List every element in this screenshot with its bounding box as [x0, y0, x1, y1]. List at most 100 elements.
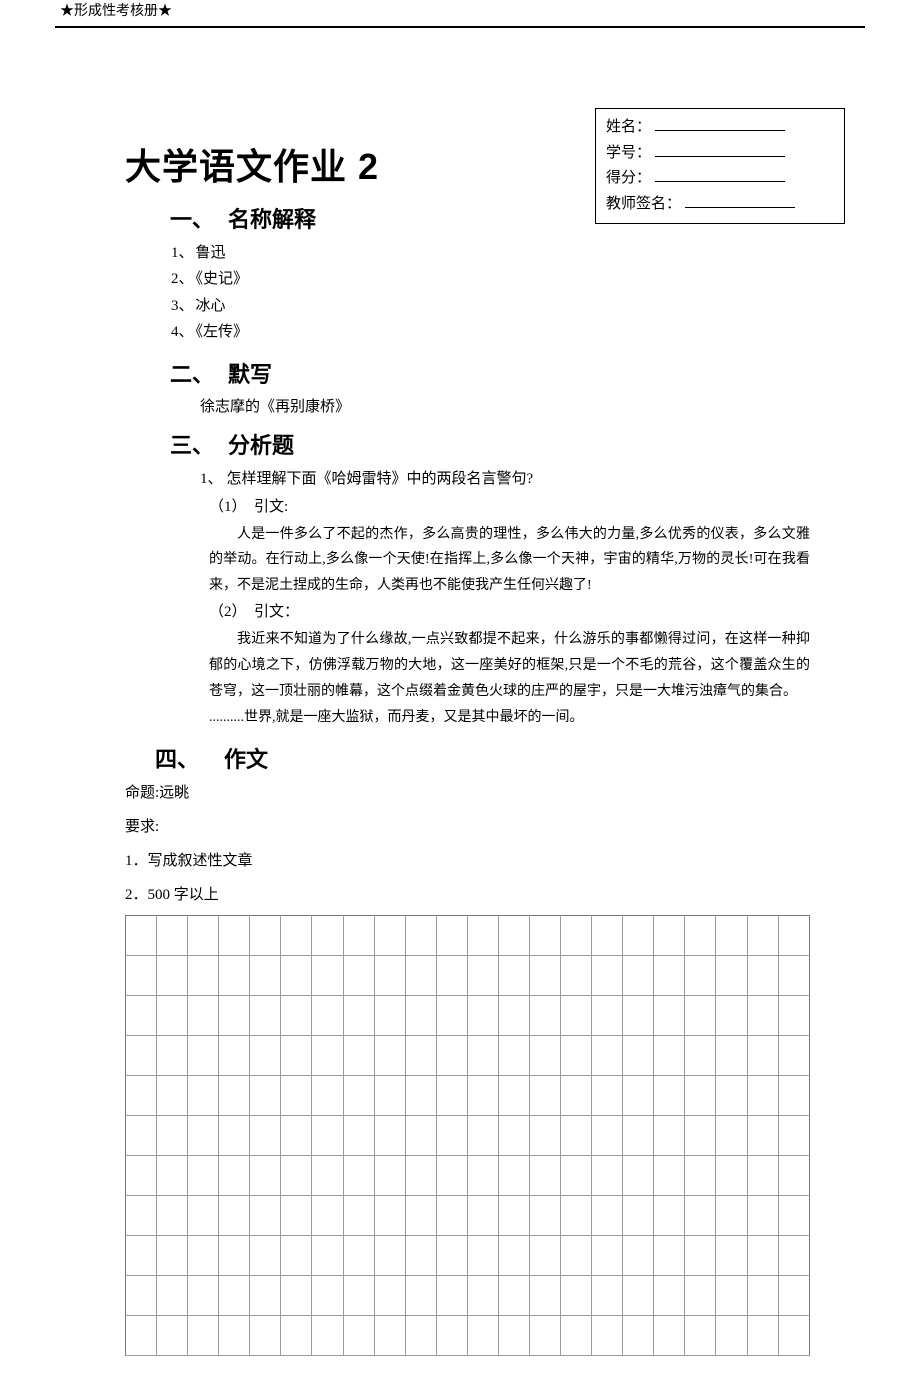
writing-cell[interactable] [281, 1276, 312, 1316]
writing-cell[interactable] [654, 1036, 685, 1076]
writing-cell[interactable] [467, 1036, 498, 1076]
writing-cell[interactable] [530, 1196, 561, 1236]
writing-cell[interactable] [467, 956, 498, 996]
writing-cell[interactable] [716, 1276, 747, 1316]
writing-cell[interactable] [312, 956, 343, 996]
writing-cell[interactable] [654, 1196, 685, 1236]
writing-cell[interactable] [219, 1156, 250, 1196]
writing-cell[interactable] [281, 996, 312, 1036]
writing-cell[interactable] [126, 1276, 157, 1316]
writing-cell[interactable] [343, 996, 374, 1036]
writing-cell[interactable] [654, 1276, 685, 1316]
writing-cell[interactable] [747, 1116, 778, 1156]
writing-cell[interactable] [498, 1036, 529, 1076]
writing-cell[interactable] [405, 1156, 436, 1196]
writing-cell[interactable] [498, 1316, 529, 1356]
writing-cell[interactable] [281, 1036, 312, 1076]
writing-cell[interactable] [374, 916, 405, 956]
writing-cell[interactable] [623, 1036, 654, 1076]
writing-cell[interactable] [126, 1116, 157, 1156]
writing-cell[interactable] [157, 1196, 188, 1236]
writing-cell[interactable] [281, 956, 312, 996]
writing-cell[interactable] [219, 916, 250, 956]
writing-cell[interactable] [685, 1316, 716, 1356]
writing-cell[interactable] [219, 1196, 250, 1236]
writing-cell[interactable] [747, 1276, 778, 1316]
writing-cell[interactable] [250, 996, 281, 1036]
writing-cell[interactable] [654, 1116, 685, 1156]
writing-cell[interactable] [343, 1156, 374, 1196]
writing-cell[interactable] [157, 1116, 188, 1156]
writing-cell[interactable] [623, 1156, 654, 1196]
writing-cell[interactable] [778, 956, 809, 996]
writing-cell[interactable] [250, 916, 281, 956]
writing-cell[interactable] [778, 1196, 809, 1236]
writing-cell[interactable] [747, 1036, 778, 1076]
writing-cell[interactable] [530, 1036, 561, 1076]
writing-cell[interactable] [498, 996, 529, 1036]
info-blank-score[interactable] [655, 181, 785, 182]
writing-cell[interactable] [250, 1196, 281, 1236]
writing-cell[interactable] [219, 1116, 250, 1156]
writing-cell[interactable] [498, 1116, 529, 1156]
writing-cell[interactable] [219, 956, 250, 996]
writing-cell[interactable] [467, 916, 498, 956]
writing-cell[interactable] [281, 1236, 312, 1276]
writing-cell[interactable] [498, 1276, 529, 1316]
writing-cell[interactable] [592, 1236, 623, 1276]
writing-cell[interactable] [374, 1236, 405, 1276]
writing-cell[interactable] [281, 1076, 312, 1116]
writing-cell[interactable] [747, 1076, 778, 1116]
writing-cell[interactable] [498, 916, 529, 956]
writing-cell[interactable] [126, 1236, 157, 1276]
writing-cell[interactable] [250, 1236, 281, 1276]
writing-cell[interactable] [623, 1316, 654, 1356]
writing-cell[interactable] [561, 1156, 592, 1196]
writing-cell[interactable] [467, 1316, 498, 1356]
writing-cell[interactable] [467, 1116, 498, 1156]
writing-cell[interactable] [157, 1156, 188, 1196]
writing-cell[interactable] [312, 1036, 343, 1076]
writing-cell[interactable] [498, 1076, 529, 1116]
writing-cell[interactable] [312, 1196, 343, 1236]
writing-cell[interactable] [716, 1036, 747, 1076]
writing-cell[interactable] [188, 1076, 219, 1116]
writing-cell[interactable] [716, 1156, 747, 1196]
writing-cell[interactable] [405, 916, 436, 956]
writing-cell[interactable] [778, 1156, 809, 1196]
writing-cell[interactable] [126, 1076, 157, 1116]
writing-cell[interactable] [250, 1036, 281, 1076]
writing-cell[interactable] [654, 1076, 685, 1116]
writing-cell[interactable] [685, 1116, 716, 1156]
writing-cell[interactable] [188, 1116, 219, 1156]
writing-cell[interactable] [467, 1236, 498, 1276]
writing-cell[interactable] [436, 956, 467, 996]
writing-cell[interactable] [126, 916, 157, 956]
writing-cell[interactable] [498, 1156, 529, 1196]
writing-cell[interactable] [157, 996, 188, 1036]
writing-cell[interactable] [343, 1276, 374, 1316]
writing-cell[interactable] [374, 1316, 405, 1356]
writing-cell[interactable] [685, 1236, 716, 1276]
writing-cell[interactable] [623, 1196, 654, 1236]
writing-cell[interactable] [623, 1116, 654, 1156]
info-blank-signature[interactable] [685, 207, 795, 208]
writing-cell[interactable] [281, 1156, 312, 1196]
writing-cell[interactable] [623, 916, 654, 956]
info-blank-name[interactable] [655, 130, 785, 131]
writing-cell[interactable] [467, 1156, 498, 1196]
writing-cell[interactable] [747, 1156, 778, 1196]
writing-cell[interactable] [685, 1036, 716, 1076]
writing-cell[interactable] [592, 1276, 623, 1316]
writing-cell[interactable] [623, 996, 654, 1036]
writing-cell[interactable] [312, 1156, 343, 1196]
writing-cell[interactable] [716, 1116, 747, 1156]
writing-cell[interactable] [281, 1116, 312, 1156]
writing-cell[interactable] [219, 1236, 250, 1276]
writing-cell[interactable] [219, 1076, 250, 1116]
writing-cell[interactable] [126, 996, 157, 1036]
writing-cell[interactable] [747, 916, 778, 956]
writing-cell[interactable] [561, 1036, 592, 1076]
writing-cell[interactable] [188, 956, 219, 996]
writing-cell[interactable] [188, 916, 219, 956]
